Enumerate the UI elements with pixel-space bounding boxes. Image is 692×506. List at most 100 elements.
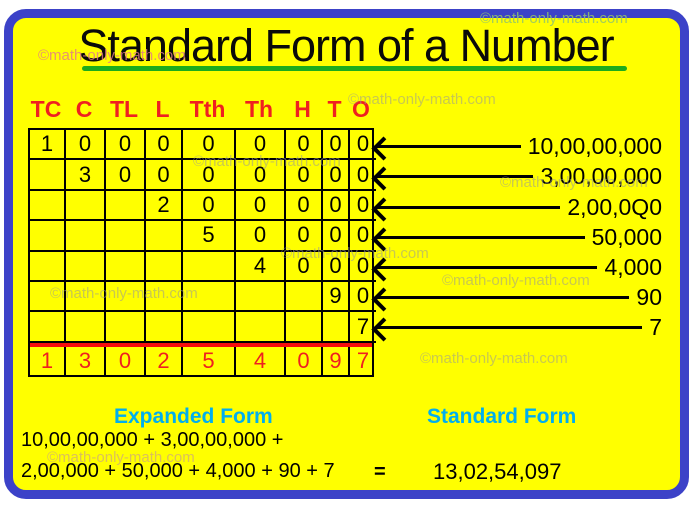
table-cell [286,281,323,313]
table-cell: 1 [30,130,66,161]
table-cell [236,312,286,343]
table-cell: 0 [350,191,376,222]
expanded-form-line2: 2,00,000 + 50,000 + 4,000 + 90 + 7 [21,460,335,482]
result-digit: 1 [30,346,66,375]
table-cell: 0 [350,160,376,191]
table-cell [106,190,146,222]
column-header-l: L [155,95,170,122]
table-cell: 2 [146,190,183,222]
table-cell: 0 [286,251,323,282]
page-frame [4,9,689,499]
table-cell [30,251,66,282]
left-arrow-icon [377,144,521,148]
table-cell: 0 [236,130,286,161]
arrow-value: 4,000 [604,253,662,280]
arrow-value: 3,00,00,000 [540,162,662,189]
left-arrow-icon [377,235,585,239]
table-cell [66,312,106,343]
result-digit: 0 [286,346,323,375]
left-arrow-icon [377,174,534,178]
arrow-row: 10,00,00,000 [377,132,662,160]
table-cell: 0 [323,221,350,252]
left-arrow-icon [377,295,630,299]
column-header-tc: TC [30,95,62,122]
arrow-value: 2,00,0Q0 [567,193,662,220]
column-header-o: O [352,95,370,122]
table-cell: 4 [236,251,286,282]
table-cell: 0 [286,190,323,222]
table-cell: 0 [323,190,350,222]
table-cell [66,251,106,282]
table-cell [286,312,323,343]
left-arrow-icon [377,205,561,209]
page-title: Standard Form of a Number [78,20,614,71]
table-cell: 5 [183,221,236,252]
standard-form-label: Standard Form [427,405,577,428]
standard-form-value: 13,02,54,097 [433,459,562,484]
table-cell [106,251,146,282]
table-cell: 0 [286,160,323,191]
table-cell: 0 [286,130,323,161]
arrow-value: 7 [649,313,662,340]
left-arrow-icon [377,325,643,329]
column-header-th: Th [244,95,274,122]
table-cell: 0 [286,221,323,252]
table-cell: 0 [146,160,183,191]
arrow-row: 7 [377,313,662,341]
arrow-value: 10,00,00,000 [527,132,662,159]
result-digit: 7 [356,347,370,373]
watermark: ©math-only-math.com [420,350,568,367]
table-cell [146,281,183,313]
table-cell: 0 [323,130,350,161]
result-digit: 3 [66,346,106,375]
expanded-form-line1: 10,00,00,000 + 3,00,00,000 + [21,429,284,451]
red-separator-line [30,342,372,347]
table-cell [146,221,183,252]
result-digit: 5 [183,346,236,375]
table-cell [236,281,286,313]
table-cell [30,281,66,313]
table-cell: 0 [183,160,236,191]
result-digit: 2 [146,346,183,375]
table-cell: 0 [236,160,286,191]
table-cell: 0 [106,130,146,161]
table-cell [66,190,106,222]
arrow-row: 90 [377,283,662,311]
table-cell: 0 [236,190,286,222]
table-cell [30,160,66,191]
table-cell: 0 [350,252,376,282]
table-cell: 0 [183,130,236,161]
table-cell: 0 [236,221,286,252]
result-digit: 9 [323,346,350,375]
table-cell: 0 [350,282,376,313]
table-cell [106,281,146,313]
arrow-row: 4,000 [377,253,662,281]
result-digit: 4 [236,346,286,375]
table-cell: 0 [106,160,146,191]
column-header-tth: Tth [189,95,226,122]
column-header-h: H [294,95,311,122]
title-underline [82,66,627,71]
table-cell [30,312,66,343]
table-cell [146,251,183,282]
arrow-row: 50,000 [377,223,662,251]
result-digit: 0 [106,346,146,375]
table-cell [183,251,236,282]
arrow-row: 2,00,0Q0 [377,193,662,221]
table-cell [183,281,236,313]
table-cell: 0 [66,130,106,161]
table-cell: 7 [350,312,376,343]
table-cell [66,221,106,252]
table-cell: 3 [66,160,106,191]
column-header-tl: TL [109,95,139,122]
column-header-c: C [75,95,93,122]
column-header-t: T [327,95,342,122]
table-cell [30,221,66,252]
table-cell: 0 [183,190,236,222]
arrow-value: 90 [636,283,662,310]
table-cell [30,190,66,222]
arrow-row: 3,00,00,000 [377,162,662,190]
